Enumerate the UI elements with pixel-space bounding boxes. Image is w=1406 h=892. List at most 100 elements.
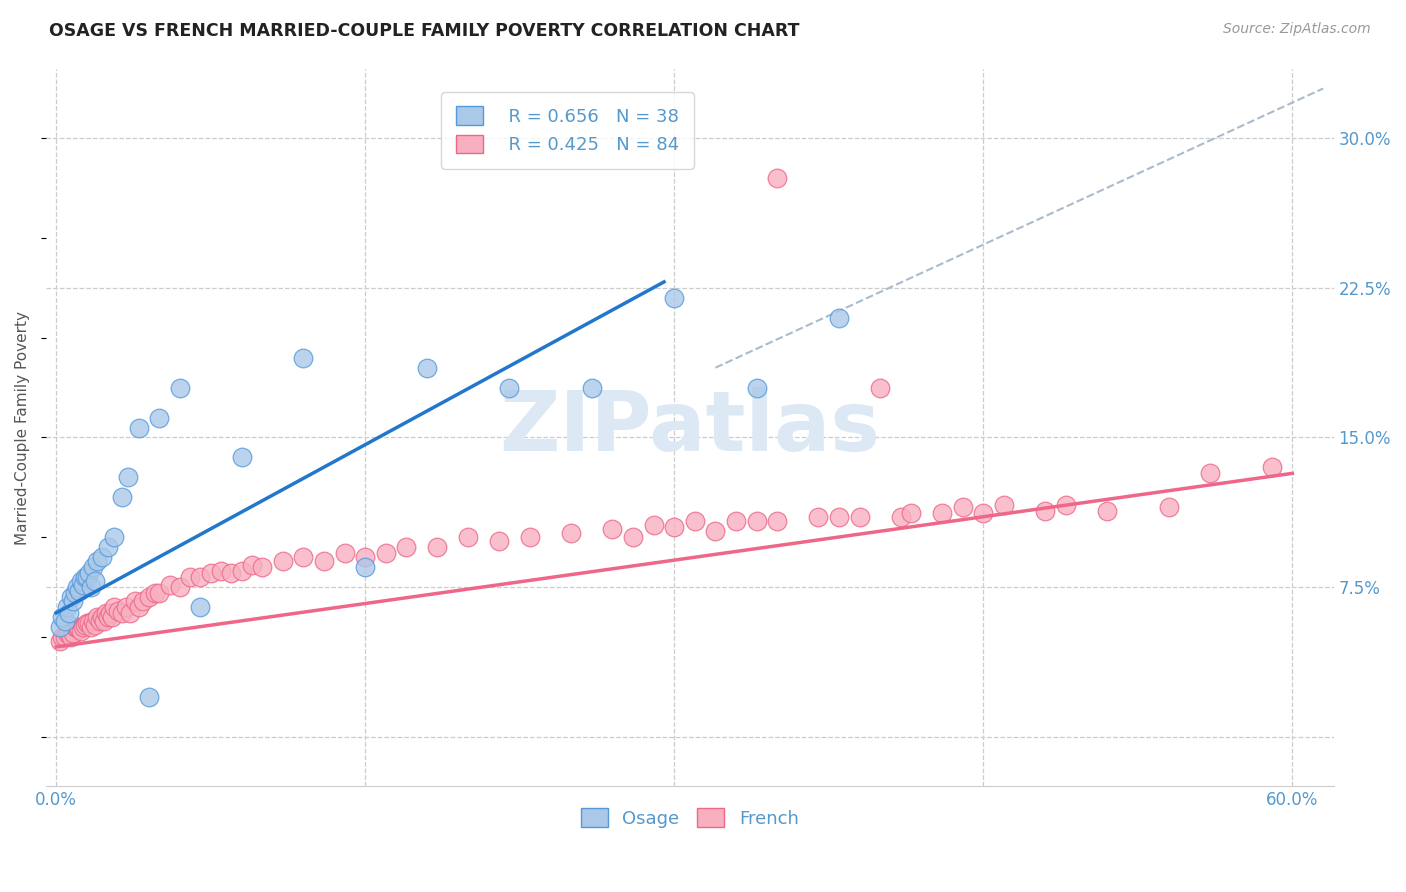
Point <box>1260 460 1282 475</box>
Point <box>86 610 108 624</box>
Point <box>124 594 146 608</box>
Point <box>120 606 142 620</box>
Point <box>89 614 111 628</box>
Point <box>426 540 449 554</box>
Point <box>952 500 974 515</box>
Point <box>1199 467 1222 481</box>
Point <box>49 620 72 634</box>
Point <box>231 564 253 578</box>
Point <box>169 580 191 594</box>
Point <box>292 550 315 565</box>
Point <box>333 546 356 560</box>
Point <box>138 690 160 704</box>
Point <box>90 610 112 624</box>
Point <box>111 606 134 620</box>
Point <box>84 618 107 632</box>
Point <box>354 560 377 574</box>
Point <box>58 626 80 640</box>
Point <box>97 610 120 624</box>
Point <box>602 522 624 536</box>
Point <box>416 360 439 375</box>
Point <box>55 599 77 614</box>
Point <box>53 630 76 644</box>
Point <box>76 570 98 584</box>
Point <box>292 351 315 365</box>
Legend: Osage, French: Osage, French <box>574 801 806 835</box>
Point <box>643 518 665 533</box>
Point <box>972 506 994 520</box>
Point <box>271 554 294 568</box>
Point <box>200 566 222 580</box>
Point <box>169 381 191 395</box>
Point <box>49 633 72 648</box>
Point <box>1054 498 1077 512</box>
Point <box>869 381 891 395</box>
Y-axis label: Married-Couple Family Poverty: Married-Couple Family Poverty <box>15 310 30 544</box>
Point <box>890 510 912 524</box>
Text: Source: ZipAtlas.com: Source: ZipAtlas.com <box>1223 22 1371 37</box>
Point <box>84 574 107 588</box>
Point <box>312 554 335 568</box>
Point <box>745 514 768 528</box>
Point <box>848 510 870 524</box>
Point <box>51 610 73 624</box>
Point <box>704 524 727 539</box>
Point <box>77 566 100 580</box>
Point <box>148 410 170 425</box>
Point <box>993 498 1015 512</box>
Point <box>103 599 125 614</box>
Point <box>75 618 97 632</box>
Point <box>58 606 80 620</box>
Point <box>581 381 603 395</box>
Point <box>498 381 520 395</box>
Point <box>560 526 582 541</box>
Point <box>132 594 155 608</box>
Point <box>664 520 686 534</box>
Point <box>457 530 479 544</box>
Point <box>395 540 418 554</box>
Point <box>766 514 789 528</box>
Point <box>1157 500 1180 515</box>
Point <box>51 630 73 644</box>
Point <box>621 530 644 544</box>
Point <box>807 510 830 524</box>
Point <box>115 599 138 614</box>
Point <box>63 586 86 600</box>
Point <box>66 620 89 634</box>
Point <box>900 506 922 520</box>
Point <box>63 620 86 634</box>
Point <box>66 580 89 594</box>
Point <box>62 594 84 608</box>
Point <box>62 626 84 640</box>
Text: ZIPatlas: ZIPatlas <box>499 387 880 468</box>
Point <box>59 590 82 604</box>
Point <box>77 615 100 630</box>
Point <box>190 599 212 614</box>
Point <box>101 610 124 624</box>
Point <box>231 450 253 465</box>
Point <box>519 530 541 544</box>
Text: OSAGE VS FRENCH MARRIED-COUPLE FAMILY POVERTY CORRELATION CHART: OSAGE VS FRENCH MARRIED-COUPLE FAMILY PO… <box>49 22 800 40</box>
Point <box>72 620 94 634</box>
Point <box>59 630 82 644</box>
Point <box>93 614 115 628</box>
Point <box>117 470 139 484</box>
Point <box>828 510 851 524</box>
Point <box>488 534 510 549</box>
Point <box>664 291 686 305</box>
Point <box>159 578 181 592</box>
Point <box>828 310 851 325</box>
Point <box>148 586 170 600</box>
Point <box>70 624 93 638</box>
Point <box>94 606 117 620</box>
Point <box>80 580 103 594</box>
Point <box>107 604 129 618</box>
Point <box>1095 504 1118 518</box>
Point <box>179 570 201 584</box>
Point <box>76 615 98 630</box>
Point <box>374 546 396 560</box>
Point <box>80 620 103 634</box>
Point <box>97 540 120 554</box>
Point <box>67 584 90 599</box>
Point <box>766 171 789 186</box>
